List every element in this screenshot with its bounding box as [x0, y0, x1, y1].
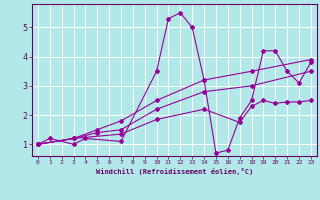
X-axis label: Windchill (Refroidissement éolien,°C): Windchill (Refroidissement éolien,°C): [96, 168, 253, 175]
